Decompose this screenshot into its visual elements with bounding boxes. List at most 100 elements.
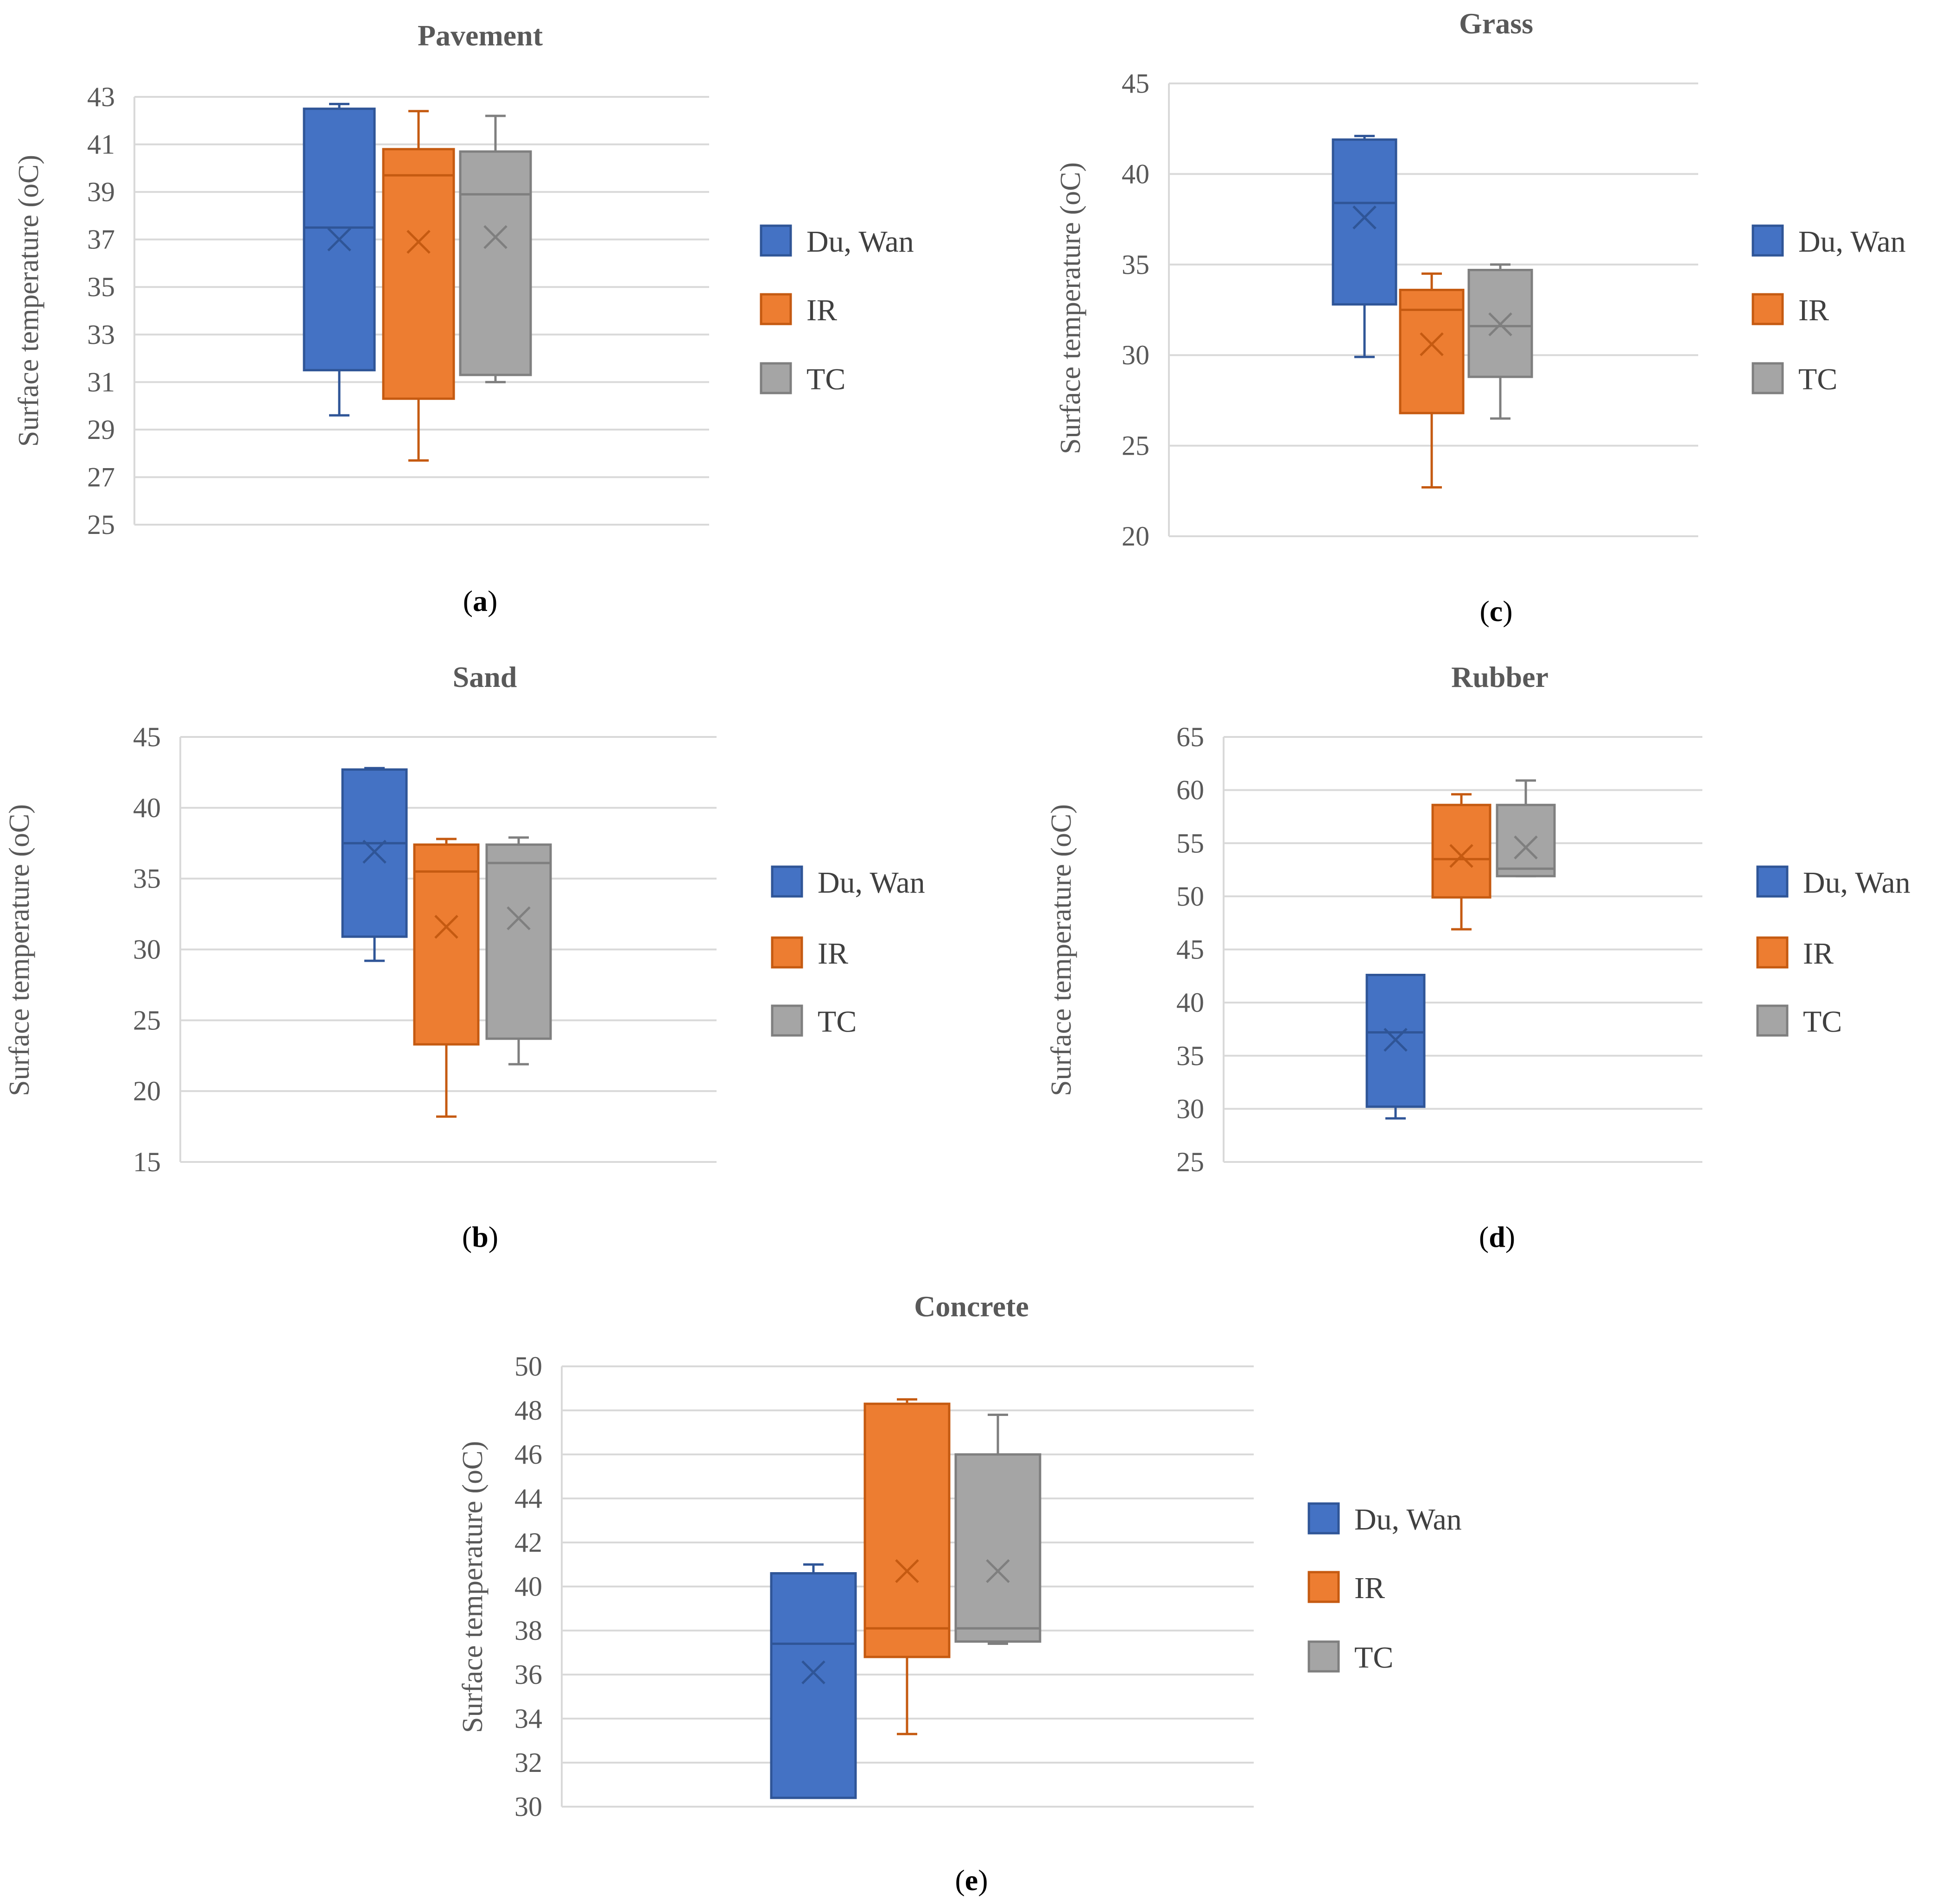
chart-title: Grass <box>1459 7 1533 40</box>
box-ir <box>863 1398 951 1735</box>
iqr-box <box>770 1572 857 1799</box>
mean-marker <box>801 1660 825 1685</box>
legend-swatch <box>1307 1640 1340 1673</box>
iqr-box <box>382 148 455 400</box>
mean-marker <box>1352 205 1377 229</box>
legend-label: Du, Wan <box>1354 1503 1462 1536</box>
mean-marker <box>1384 1028 1408 1052</box>
mean-marker <box>507 906 531 931</box>
caption-open: ( <box>463 584 473 617</box>
y-tick-label: 40 <box>1176 987 1204 1018</box>
legend-label: IR <box>818 937 848 971</box>
caption-close: ) <box>978 1864 988 1897</box>
iqr-box <box>1496 804 1556 877</box>
iqr-box <box>413 843 480 1046</box>
legend-swatch <box>771 1004 803 1037</box>
y-tick-label: 39 <box>87 177 115 207</box>
legend-label: Du, Wan <box>818 866 925 900</box>
iqr-box <box>1399 289 1465 414</box>
legend-swatch <box>1756 936 1789 969</box>
chart-title: Pavement <box>418 19 543 52</box>
box-duwan <box>303 102 376 417</box>
iqr-box <box>863 1403 951 1658</box>
y-tick-label: 34 <box>514 1703 542 1734</box>
legend-label: Du, Wan <box>1803 866 1910 900</box>
legend-swatch <box>1307 1502 1340 1535</box>
box-duwan <box>770 1563 857 1799</box>
legend-swatch <box>1752 224 1784 257</box>
box-duwan <box>341 767 408 962</box>
mean-marker <box>327 227 351 252</box>
legend-label: TC <box>1798 362 1837 396</box>
y-tick-label: 25 <box>87 509 115 540</box>
caption-open: ( <box>955 1864 965 1897</box>
mean-marker <box>1420 332 1444 356</box>
mean-marker <box>1488 312 1512 336</box>
legend-swatch <box>760 224 792 257</box>
y-axis-label: Surface temperature (oC) <box>1046 804 1077 1096</box>
caption-letter: e <box>965 1864 978 1897</box>
box-tc <box>1496 779 1556 877</box>
legend-label: IR <box>1803 937 1834 971</box>
y-tick-label: 60 <box>1176 775 1204 806</box>
y-tick-label: 40 <box>133 793 161 823</box>
legend-label: TC <box>1803 1005 1842 1039</box>
panel-caption: (b) <box>462 1220 498 1253</box>
legend-label: IR <box>1798 293 1829 327</box>
y-axis-label: Surface temperature (oC) <box>4 804 35 1096</box>
legend-swatch <box>771 936 803 969</box>
legend-swatch <box>771 865 803 898</box>
legend-swatch <box>760 362 792 394</box>
chart-panel-b: Sand 15 20 25 30 35 40 45 Surface temperature (o… <box>4 660 925 1253</box>
caption-letter: c <box>1490 595 1503 628</box>
y-tick-label: 40 <box>514 1571 542 1602</box>
box-tc <box>1467 263 1533 420</box>
y-tick-label: 36 <box>514 1659 542 1690</box>
mean-marker <box>406 230 431 254</box>
chart-title: Rubber <box>1451 660 1549 693</box>
legend-swatch <box>760 293 792 325</box>
y-tick-label: 20 <box>133 1076 161 1106</box>
iqr-box <box>485 843 552 1040</box>
y-tick-label: 27 <box>87 462 115 492</box>
iqr-box <box>459 150 532 376</box>
y-tick-label: 46 <box>514 1439 542 1470</box>
caption-letter: a <box>473 584 488 617</box>
legend-swatch <box>1307 1571 1340 1603</box>
chart-panel-d: Rubber 25 30 35 40 45 50 55 60 65 Surface temperat… <box>1046 660 1910 1253</box>
y-tick-label: 35 <box>1122 249 1149 280</box>
caption-open: ( <box>1479 595 1489 628</box>
legend-swatch <box>1752 293 1784 325</box>
y-tick-label: 45 <box>133 722 161 752</box>
caption-open: ( <box>1479 1220 1489 1253</box>
caption-close: ) <box>489 1220 498 1253</box>
legend-label: TC <box>818 1005 857 1039</box>
box-tc <box>459 114 532 383</box>
legend-swatch <box>1752 362 1784 394</box>
caption-close: ) <box>1503 595 1512 628</box>
y-tick-label: 50 <box>514 1351 542 1382</box>
y-tick-label: 37 <box>87 224 115 255</box>
y-tick-label: 55 <box>1176 828 1204 858</box>
y-tick-label: 44 <box>514 1483 542 1514</box>
box-ir <box>1431 793 1491 931</box>
legend-label: Du, Wan <box>806 225 914 259</box>
y-axis-label: Surface temperature (oC) <box>13 155 44 447</box>
y-tick-label: 65 <box>1176 722 1204 752</box>
y-tick-label: 15 <box>133 1147 161 1177</box>
y-tick-label: 30 <box>133 934 161 965</box>
mean-marker <box>986 1559 1010 1583</box>
y-tick-label: 31 <box>87 367 115 397</box>
chart-panel-a: Pavement 25 27 29 31 33 35 37 39 41 43 Surface temp… <box>13 19 914 617</box>
mean-marker <box>1514 835 1538 860</box>
y-tick-label: 38 <box>514 1615 542 1646</box>
y-tick-label: 45 <box>1122 68 1149 99</box>
box-tc <box>485 836 552 1066</box>
chart-panel-e: Concrete 30 32 34 36 38 40 42 44 46 48 50 Surface te… <box>457 1290 1462 1897</box>
box-ir <box>413 838 480 1118</box>
caption-letter: b <box>472 1220 489 1253</box>
y-tick-label: 41 <box>87 129 115 160</box>
legend-label: TC <box>1354 1641 1393 1675</box>
box-ir <box>382 110 455 462</box>
